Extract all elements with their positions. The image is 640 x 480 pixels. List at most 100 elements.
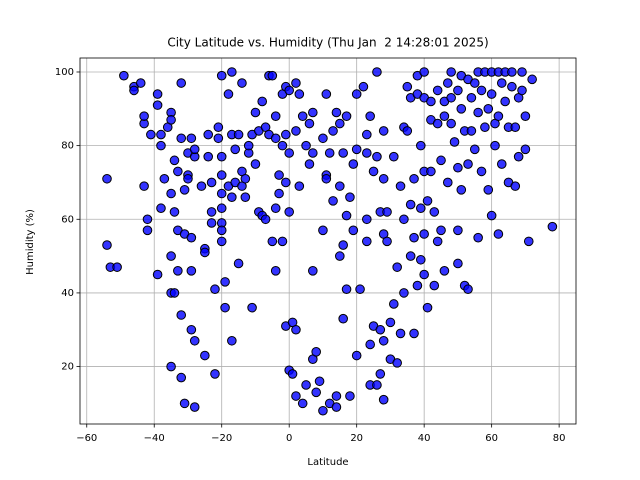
plot-frame — [79, 57, 577, 425]
point — [294, 181, 305, 191]
point — [186, 324, 197, 335]
point — [402, 81, 413, 92]
point — [432, 118, 443, 129]
point — [362, 148, 372, 158]
point — [270, 111, 281, 121]
point — [368, 166, 379, 177]
point — [189, 335, 200, 346]
point — [220, 302, 230, 313]
point — [378, 335, 389, 346]
point — [395, 181, 406, 191]
point — [223, 89, 234, 99]
point — [233, 129, 244, 140]
point — [469, 144, 480, 155]
y-tick-label: 20 — [61, 362, 74, 373]
point — [351, 144, 362, 155]
point — [216, 225, 227, 236]
point — [523, 236, 534, 247]
point — [426, 96, 436, 107]
point — [429, 280, 440, 291]
point — [270, 133, 281, 144]
x-tick-label: 40 — [418, 433, 431, 444]
point — [216, 151, 227, 162]
point — [375, 324, 386, 335]
point — [318, 133, 328, 144]
y-axis-label: Humidity (%) — [25, 209, 36, 275]
point — [281, 129, 291, 140]
point — [156, 203, 166, 214]
point — [372, 67, 382, 77]
point — [409, 328, 419, 339]
point — [173, 166, 183, 177]
point — [446, 67, 456, 77]
point — [348, 159, 359, 169]
point — [308, 266, 318, 276]
point — [388, 299, 399, 309]
point — [308, 148, 318, 158]
point — [453, 225, 463, 236]
point — [449, 137, 460, 147]
point — [399, 214, 409, 225]
point — [415, 140, 426, 151]
point — [156, 140, 166, 151]
point — [392, 262, 402, 272]
point — [210, 369, 220, 379]
point — [439, 111, 450, 121]
x-tick-label: 60 — [485, 433, 498, 444]
point — [453, 85, 463, 96]
point — [166, 115, 176, 125]
point — [341, 111, 352, 121]
point — [267, 236, 278, 247]
point — [496, 78, 507, 88]
point — [203, 151, 214, 162]
point — [510, 181, 521, 191]
point — [442, 177, 453, 188]
ticks: −60 −40 −20 0 20 40 60 80 20 40 60 80 100 — [55, 67, 566, 444]
point — [301, 380, 311, 390]
point — [139, 181, 149, 191]
point — [210, 284, 220, 295]
point — [321, 89, 332, 99]
point — [294, 89, 305, 99]
point — [510, 122, 521, 133]
point — [412, 280, 423, 291]
point — [409, 173, 419, 184]
point — [456, 104, 467, 114]
point — [547, 221, 558, 232]
point — [480, 122, 490, 133]
point — [490, 140, 500, 151]
point — [453, 258, 463, 269]
point — [227, 67, 237, 77]
point — [388, 151, 399, 162]
point — [257, 96, 268, 107]
point — [284, 148, 294, 158]
point — [291, 78, 301, 88]
point — [335, 181, 345, 191]
point — [291, 391, 301, 401]
point — [500, 96, 510, 107]
point — [277, 236, 288, 247]
point — [432, 85, 443, 96]
point — [378, 173, 389, 184]
point — [432, 236, 443, 247]
point — [186, 133, 197, 144]
point — [463, 159, 473, 169]
y-tick-label: 40 — [61, 288, 74, 299]
point — [139, 111, 149, 121]
point — [173, 266, 183, 276]
point — [442, 78, 453, 88]
point — [429, 207, 440, 217]
point — [311, 387, 321, 398]
point — [274, 170, 284, 180]
chart-title: City Latitude vs. Humidity (Thu Jan 2 14… — [167, 36, 488, 50]
point — [304, 118, 315, 129]
point — [243, 140, 254, 151]
point — [372, 380, 382, 390]
point — [156, 129, 166, 140]
point — [415, 203, 426, 214]
point — [355, 284, 365, 295]
point — [402, 126, 413, 136]
point — [250, 159, 261, 169]
point — [233, 258, 244, 269]
